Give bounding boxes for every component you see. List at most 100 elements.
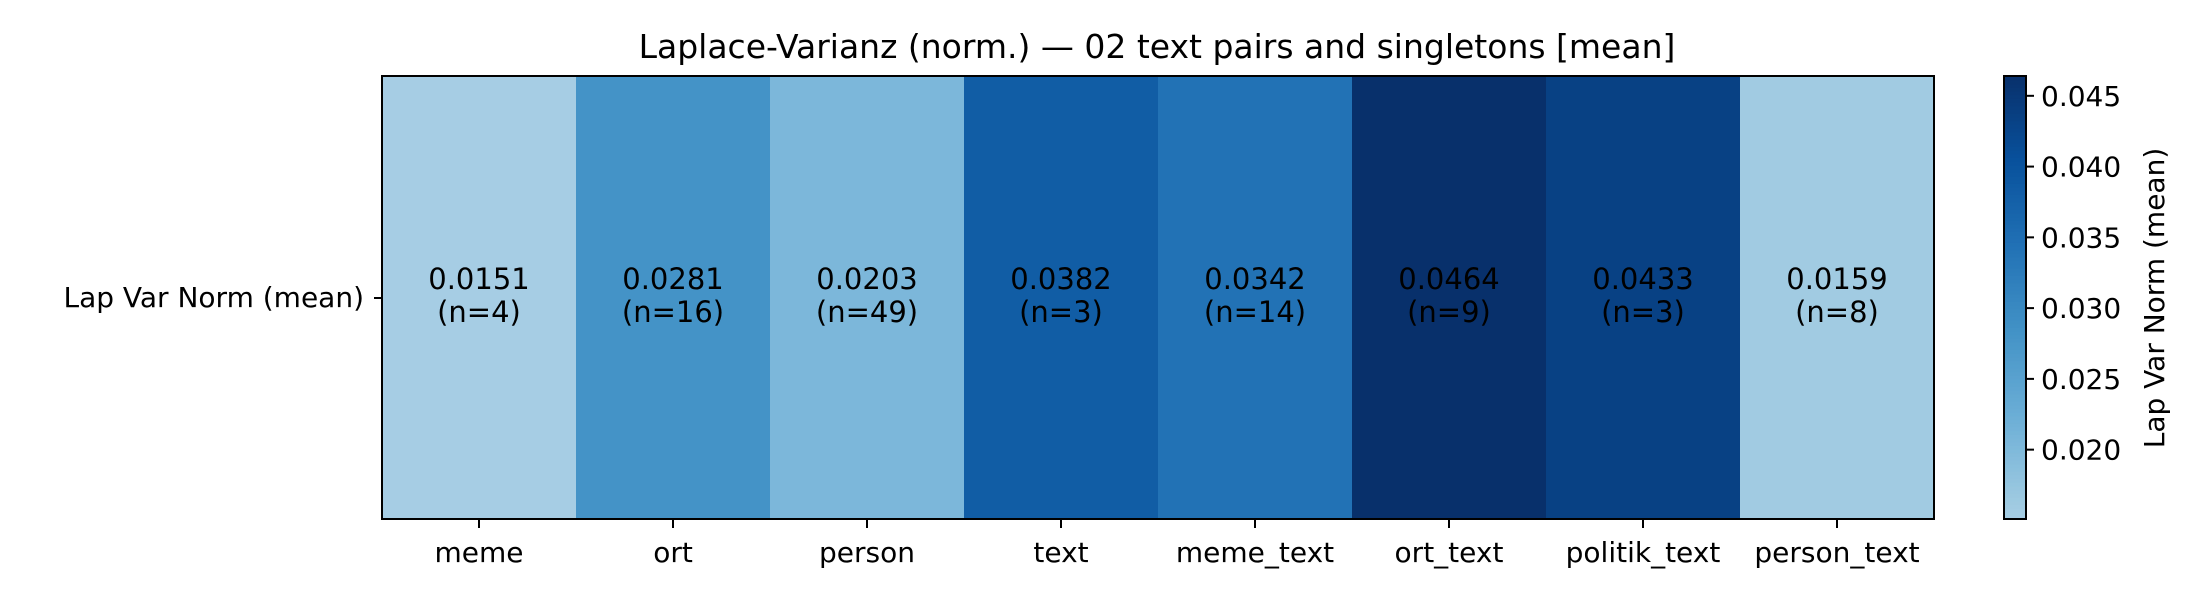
heatmap-cells: 0.0151(n=4) 0.0281(n=16) 0.0203(n=49) 0.038… <box>382 76 1935 519</box>
colorbar-segment <box>2004 131 2026 136</box>
colorbar-segment <box>2004 164 2026 170</box>
colorbar-segment <box>2004 352 2026 358</box>
colorbar-segment <box>2004 500 2026 506</box>
colorbar-segment <box>2004 345 2026 350</box>
colorbar-segment <box>2004 168 2026 173</box>
colorbar-segment <box>2004 415 2026 421</box>
colorbar-segment <box>2004 120 2026 125</box>
colorbar-segment <box>2004 445 2026 450</box>
colorbar-segment <box>2004 112 2026 118</box>
colorbar-segment <box>2004 231 2026 236</box>
colorbar-segment <box>2004 489 2026 494</box>
colorbar-segment <box>2004 360 2026 365</box>
colorbar-segment <box>2004 267 2026 273</box>
colorbar-segment <box>2004 297 2026 302</box>
colorbar-segment <box>2004 341 2026 347</box>
heatmap-cell <box>382 76 577 519</box>
colorbar-segment <box>2004 253 2026 258</box>
colorbar-segment <box>2004 304 2026 310</box>
x-axis: meme ort person text meme_text ort_text politi… <box>434 519 1920 569</box>
colorbar-segment <box>2004 157 2026 162</box>
colorbar-segment <box>2004 448 2026 454</box>
colorbar-segment <box>2004 212 2026 218</box>
colorbar-segment <box>2004 308 2026 314</box>
cell-count-label: (n=8) <box>1795 295 1879 329</box>
colorbar-segment <box>2004 312 2026 317</box>
colorbar-segment <box>2004 219 2026 225</box>
colorbar-segment <box>2004 467 2026 472</box>
x-tick-label: meme_text <box>1176 536 1334 569</box>
colorbar-segment <box>2004 400 2026 406</box>
colorbar-segment <box>2004 197 2026 203</box>
colorbar-segment <box>2004 367 2026 373</box>
colorbar-segment <box>2004 441 2026 446</box>
colorbar-segment <box>2004 378 2026 384</box>
colorbar-segment <box>2004 408 2026 413</box>
cell-value-label: 0.0433 <box>1592 262 1693 296</box>
cell-count-label: (n=9) <box>1407 295 1491 329</box>
colorbar-segment <box>2004 471 2026 476</box>
cell-count-label: (n=16) <box>622 295 724 329</box>
cell-value-label: 0.0382 <box>1010 262 1111 296</box>
colorbar-segment <box>2004 216 2026 221</box>
colorbar-segment <box>2004 183 2026 188</box>
colorbar-segment <box>2004 330 2026 336</box>
cell-count-label: (n=4) <box>437 295 521 329</box>
colorbar-segment <box>2004 116 2026 122</box>
colorbar-segment <box>2004 397 2026 402</box>
x-tick-label: politik_text <box>1566 536 1721 569</box>
colorbar-segment <box>2004 160 2026 166</box>
colorbar-segment <box>2004 356 2026 362</box>
heatmap-cell <box>576 76 771 519</box>
heatmap-cell <box>1352 76 1547 519</box>
heatmap-cell <box>1158 76 1353 519</box>
colorbar-segment <box>2004 201 2026 207</box>
colorbar-segment <box>2004 205 2026 210</box>
heatmap-cell <box>770 76 965 519</box>
heatmap-cell <box>964 76 1159 519</box>
colorbar-segment <box>2004 319 2026 325</box>
colorbar-segment <box>2004 411 2026 417</box>
colorbar-segment <box>2004 426 2026 432</box>
colorbar-segment <box>2004 419 2026 424</box>
colorbar-segment <box>2004 109 2026 114</box>
cell-value-label: 0.0342 <box>1204 262 1305 296</box>
colorbar-segment <box>2004 293 2026 299</box>
colorbar-segment <box>2004 327 2026 332</box>
colorbar-frame <box>2003 75 2027 520</box>
colorbar-segment <box>2004 493 2026 498</box>
colorbar-segment <box>2004 386 2026 391</box>
colorbar-segment <box>2004 504 2026 509</box>
colorbar-segment <box>2004 90 2026 96</box>
colorbar-segment <box>2004 363 2026 369</box>
colorbar-segment <box>2004 227 2026 232</box>
x-tick-label: ort <box>653 536 693 569</box>
colorbar-label: Lap Var Norm (mean) <box>2138 148 2171 449</box>
colorbar-segment <box>2004 338 2026 343</box>
colorbar-segment <box>2004 76 2026 81</box>
colorbar-segment <box>2004 349 2026 354</box>
colorbar-segment <box>2004 245 2026 251</box>
colorbar-segment <box>2004 153 2026 159</box>
colorbar-segment <box>2004 127 2026 133</box>
colorbar-segment <box>2004 423 2026 428</box>
colorbar-tick-label: 0.045 <box>2041 80 2121 113</box>
colorbar-segment <box>2004 260 2026 266</box>
colorbar-segment <box>2004 142 2026 147</box>
colorbar-segment <box>2004 101 2026 107</box>
colorbar-segment <box>2004 123 2026 129</box>
colorbar-segment <box>2004 238 2026 243</box>
colorbar-segment <box>2004 271 2026 277</box>
colorbar-segment <box>2004 434 2026 439</box>
colorbar-segment <box>2004 190 2026 195</box>
colorbar-segment <box>2004 256 2026 262</box>
colorbar-segment <box>2004 334 2026 339</box>
colorbar-segment <box>2004 146 2026 151</box>
colorbar-segment <box>2004 179 2026 184</box>
colorbar-segment <box>2004 286 2026 291</box>
x-tick-label: person_text <box>1754 536 1919 569</box>
colorbar-segment <box>2004 275 2026 280</box>
colorbar-segment <box>2004 149 2026 155</box>
colorbar-segment <box>2004 456 2026 461</box>
colorbar-segment <box>2004 83 2026 88</box>
